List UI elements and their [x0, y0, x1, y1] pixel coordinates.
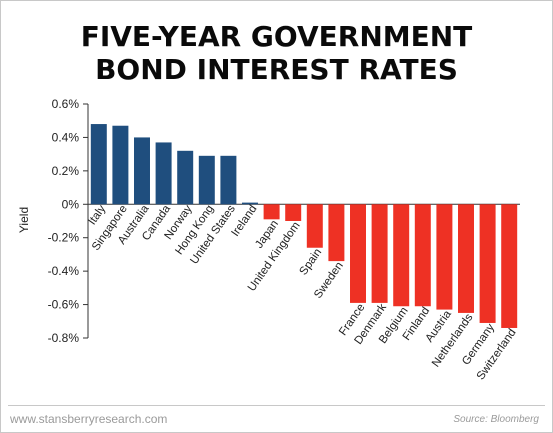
chart-title-line-2: BOND INTEREST RATES — [95, 53, 458, 86]
bar — [112, 125, 129, 205]
y-axis-title: Yield — [17, 207, 31, 233]
chart-title: FIVE-YEAR GOVERNMENT BOND INTEREST RATES — [0, 20, 553, 86]
bar — [90, 124, 107, 205]
category-label: Sweden — [312, 260, 346, 301]
footer-divider — [8, 405, 545, 406]
bar — [479, 204, 496, 323]
bar — [177, 150, 194, 205]
bar — [414, 204, 431, 307]
bar — [436, 204, 453, 310]
bar — [458, 204, 474, 313]
footer-source: Source: Bloomberg — [453, 414, 539, 425]
y-tick-label: 0% — [62, 197, 80, 211]
y-tick-label: 0.6% — [52, 97, 80, 111]
bar — [220, 155, 237, 205]
bar — [242, 202, 258, 205]
footer-website: www.stansberryresearch.com — [10, 412, 168, 426]
bar — [328, 204, 345, 262]
category-label: Spain — [298, 247, 325, 278]
bar — [198, 155, 215, 205]
bar — [371, 204, 388, 303]
y-tick-label: 0.4% — [52, 130, 80, 144]
bars — [90, 124, 518, 328]
bar — [393, 204, 410, 307]
bar — [285, 204, 302, 221]
bar — [155, 142, 172, 205]
y-tick-label: -0.2% — [48, 231, 80, 245]
bar-chart: 0.6% 0.4% 0.2% 0% -0.2% -0.4% -0.6% -0.8% Italy… — [17, 97, 520, 383]
bar — [263, 204, 280, 220]
y-tick-label: 0.2% — [52, 164, 80, 178]
y-tick-label: -0.4% — [48, 264, 80, 278]
category-labels: ItalySingaporeAustraliaCanadaNorwayHong … — [86, 203, 518, 383]
bar — [501, 204, 518, 328]
bar — [350, 204, 366, 303]
bar — [306, 204, 323, 248]
y-tick-label: -0.8% — [48, 331, 80, 345]
chart-title-line-1: FIVE-YEAR GOVERNMENT — [80, 20, 473, 53]
bar — [134, 137, 150, 205]
y-tick-label: -0.6% — [48, 298, 80, 312]
